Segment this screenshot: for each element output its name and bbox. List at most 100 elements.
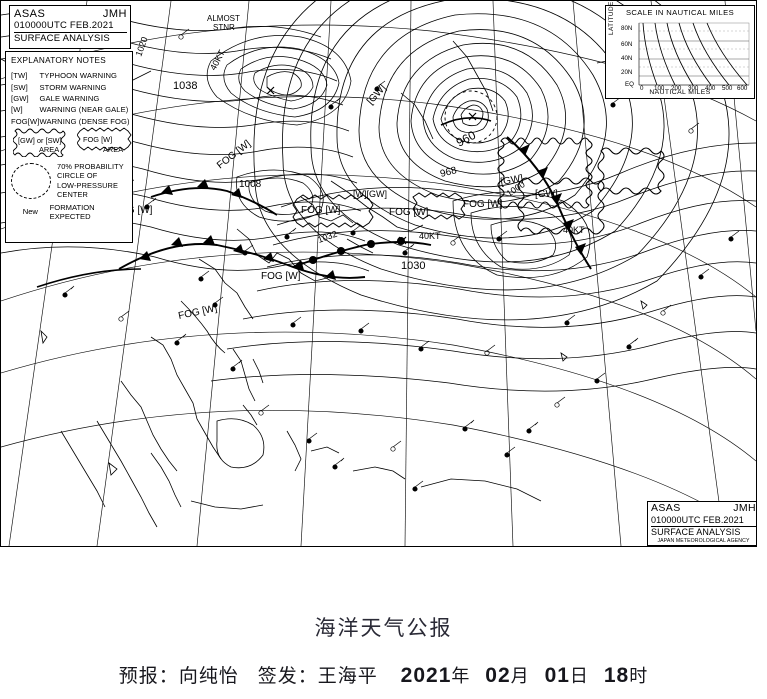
scale-ytick-20n: 20N (621, 69, 633, 76)
issue-day: 01 (544, 664, 570, 687)
warning-label-w: [W][GW] (353, 189, 387, 199)
legend-area-wavy-label: [GW] or [SW] (18, 135, 62, 145)
legend-area-wavy-sub: AREA (39, 144, 60, 154)
header-station-code: JMH (102, 8, 127, 20)
legend-text-tw: TYPHOON WARNING (39, 71, 118, 81)
legend-row: [SW] STORM WARNING (11, 81, 130, 92)
legend-code-fogw: FOG[W] (11, 116, 40, 126)
probability-circle-symbol (11, 162, 51, 199)
legend-area-symbols: [GW] or [SW] AREA FOG [W] AREA (11, 127, 132, 157)
issuing-agency-label: JAPAN METEOROLOGICAL AGENCY TOKYO (657, 538, 750, 546)
gale-storm-area-symbol (13, 128, 66, 157)
high-center-label-1030: 1030 (401, 260, 425, 272)
legend-area-zig-sub: AREA (103, 144, 124, 154)
legend-new-label: New (22, 207, 38, 216)
isobar-label-1032: 1032 (316, 229, 338, 245)
prob-line-2: CIRCLE OF (57, 171, 98, 181)
issuer-name: 王海平 (317, 666, 378, 687)
scale-curves (638, 22, 750, 86)
map-graphics: 1038 960 968 1008 1030 100 0 1020 1032 AL… (1, 1, 756, 546)
legend-code-sw: [SW] (11, 82, 28, 92)
legend-text-sw: STORM WARNING (39, 82, 107, 92)
scale-xtick-100: 100 (654, 85, 665, 92)
motion-label-stnr: STNR (213, 23, 235, 32)
prob-line-3: LOW-PRESSURE CENTER (57, 180, 119, 200)
scale-xtick-0: 0 (640, 85, 644, 92)
gale-warning-label-2: [GW] (535, 189, 558, 200)
chart-footer-stamp: ASAS JMH 010000UTC FEB.2021 SURFACE ANAL… (647, 501, 756, 546)
year-unit: 年 (451, 666, 471, 686)
gale-warning-label-3: [GW] (365, 83, 389, 107)
forecast-label: 预报： (118, 666, 179, 687)
footer-valid-time: 010000UTC FEB.2021 (651, 514, 744, 525)
issue-label: 签发： (257, 666, 318, 687)
legend-probability-row: 70% PROBABILITY CIRCLE OF LOW-PRESSURE C… (11, 162, 127, 200)
scale-xtick-300: 300 (688, 85, 699, 92)
scale-x-axis-label: NAUTICAL MILES (649, 89, 711, 96)
fog-warning-label-6: FOG [W] (463, 199, 503, 210)
scale-ytick-80n: 80N (621, 25, 633, 32)
chart-header-stamp: ASAS JMH 010000UTC FEB.2021 SURFACE ANAL… (9, 5, 131, 49)
fog-warning-label-5: FOG [W] (389, 207, 429, 218)
scale-xtick-500: 500 (722, 85, 733, 92)
legend-title: EXPLANATORY NOTES (11, 56, 107, 65)
bulletin-byline: 预报：向纯怡 签发：王海平 2021年 02月 01日 18时 (0, 661, 767, 688)
map-frame: 1038 960 968 1008 1030 100 0 1020 1032 AL… (0, 0, 757, 547)
bulletin-caption: 海洋天气公报 预报：向纯怡 签发：王海平 2021年 02月 01日 18时 (0, 551, 767, 699)
isobar-label-1020: 1020 (133, 35, 149, 57)
surface-analysis-chart: 1038 960 968 1008 1030 100 0 1020 1032 AL… (0, 0, 757, 547)
footer-station-code: JMH (733, 502, 756, 514)
scale-title: SCALE IN NAUTICAL MILES (625, 8, 735, 17)
fog-warning-label-4: FOG [W] (301, 205, 341, 216)
month-unit: 月 (510, 666, 530, 686)
motion-label-almost-stnr: ALMOST (207, 14, 240, 23)
legend-row: [TW] TYPHOON WARNING (11, 70, 130, 81)
isobar-label-1038: 1038 (173, 80, 197, 92)
gale-warning-label-1: [GW] (500, 173, 525, 188)
forecaster-name: 向纯怡 (178, 666, 239, 687)
header-product-code: ASAS (14, 8, 46, 20)
day-unit: 日 (569, 666, 589, 686)
low-center-label-960: 960 (454, 128, 479, 150)
legend-entry-table: [TW] TYPHOON WARNING [SW] STORM WARNING … (11, 70, 130, 127)
scale-ytick-eq: EQ (625, 81, 634, 88)
footer-chart-type: SURFACE ANALYSIS (651, 526, 756, 538)
scale-xtick-200: 200 (671, 85, 682, 92)
legend-row: [W] WARNING (NEAR GALE) (11, 104, 130, 115)
legend-area-zig-label: FOG [W] (83, 134, 113, 144)
explanatory-notes-legend: EXPLANATORY NOTES [TW] TYPHOON WARNING [… (5, 51, 133, 243)
legend-probability-text: 70% PROBABILITY CIRCLE OF LOW-PRESSURE C… (57, 162, 127, 200)
nautical-miles-scale-box: SCALE IN NAUTICAL MILES LATITUDE NAUTICA… (605, 1, 755, 99)
wind-label-40kt-2: 40KT (563, 225, 585, 235)
isobar-label-968: 968 (439, 165, 458, 180)
footer-product-code: ASAS (651, 502, 681, 514)
legend-text-gw: GALE WARNING (39, 93, 100, 103)
fog-area-symbol (77, 127, 132, 151)
legend-text-fogw: WARNING (DENSE FOG) (39, 116, 130, 126)
scale-diagram: LATITUDE NAUTICAL MILES 80N 60N 40N 20N … (608, 1, 751, 96)
hour-unit: 时 (629, 666, 649, 686)
legend-new-text: FORMATION EXPECTED (49, 202, 95, 221)
bulletin-title: 海洋天气公报 (314, 617, 453, 640)
header-chart-type: SURFACE ANALYSIS (14, 32, 127, 45)
legend-code-tw: [TW] (11, 71, 28, 81)
prob-line-1: 70% PROBABILITY (57, 161, 124, 171)
scale-xtick-600: 600 (737, 85, 748, 92)
wind-label-40kt-1: 40KT (419, 231, 441, 241)
legend-code-w: [W] (11, 105, 23, 115)
scale-xtick-400: 400 (705, 85, 716, 92)
fog-warning-label-7: FOG [W] (261, 271, 301, 282)
issue-hour: 18 (603, 664, 630, 687)
issue-year: 2021 (400, 664, 452, 687)
legend-text-w: WARNING (NEAR GALE) (39, 105, 129, 115)
legend-code-gw: [GW] (11, 93, 29, 103)
header-valid-time: 010000UTC FEB.2021 (14, 20, 114, 31)
legend-new-formation-row: New FORMATION EXPECTED (11, 203, 127, 221)
legend-row: FOG[W] WARNING (DENSE FOG) (11, 116, 130, 127)
scale-ytick-60n: 60N (621, 41, 633, 48)
legend-row: [GW] GALE WARNING (11, 93, 130, 104)
low-center-label-1008: 1008 (239, 179, 262, 190)
scale-ytick-40n: 40N (621, 55, 633, 62)
issue-month: 02 (485, 664, 511, 687)
